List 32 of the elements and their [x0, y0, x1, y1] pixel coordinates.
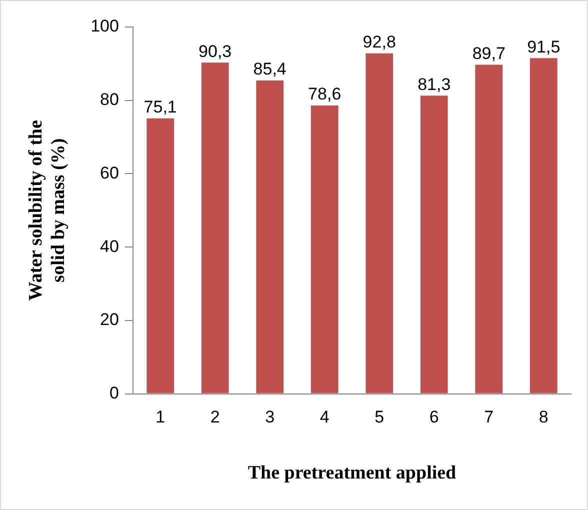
x-tick-label: 4	[320, 408, 330, 427]
data-label: 75,1	[144, 98, 177, 117]
x-axis-title: The pretreatment applied	[248, 462, 457, 484]
bar	[201, 62, 229, 394]
x-tick-label: 2	[210, 408, 220, 427]
y-tick-label: 80	[100, 90, 119, 110]
data-label: 90,3	[198, 42, 232, 61]
x-tick-label: 3	[265, 408, 275, 427]
bar	[530, 58, 558, 394]
bar	[146, 118, 174, 394]
y-tick-label: 40	[100, 236, 119, 256]
x-tick-label: 5	[374, 408, 384, 427]
data-label: 91,5	[527, 37, 560, 56]
bar	[475, 64, 503, 394]
x-tick-label: 8	[538, 408, 548, 427]
bar	[420, 96, 448, 394]
y-tick-label: 20	[100, 310, 119, 330]
x-tick-label: 7	[484, 408, 494, 427]
bar	[256, 80, 284, 394]
x-tick-label: 1	[156, 408, 166, 427]
data-label: 92,8	[362, 32, 396, 52]
y-tick-label: 0	[109, 383, 119, 402]
data-label: 78,6	[308, 84, 342, 104]
bar	[310, 105, 338, 394]
y-tick-label: 60	[100, 163, 119, 182]
y-tick-label: 100	[90, 16, 119, 36]
data-label: 81,3	[418, 74, 451, 94]
data-label: 89,7	[472, 44, 506, 63]
x-tick-label: 6	[429, 408, 439, 427]
bar	[366, 53, 394, 394]
y-axis-title: Water solubility of the solid by mass (%)	[25, 120, 70, 301]
data-label: 85,4	[253, 60, 286, 79]
